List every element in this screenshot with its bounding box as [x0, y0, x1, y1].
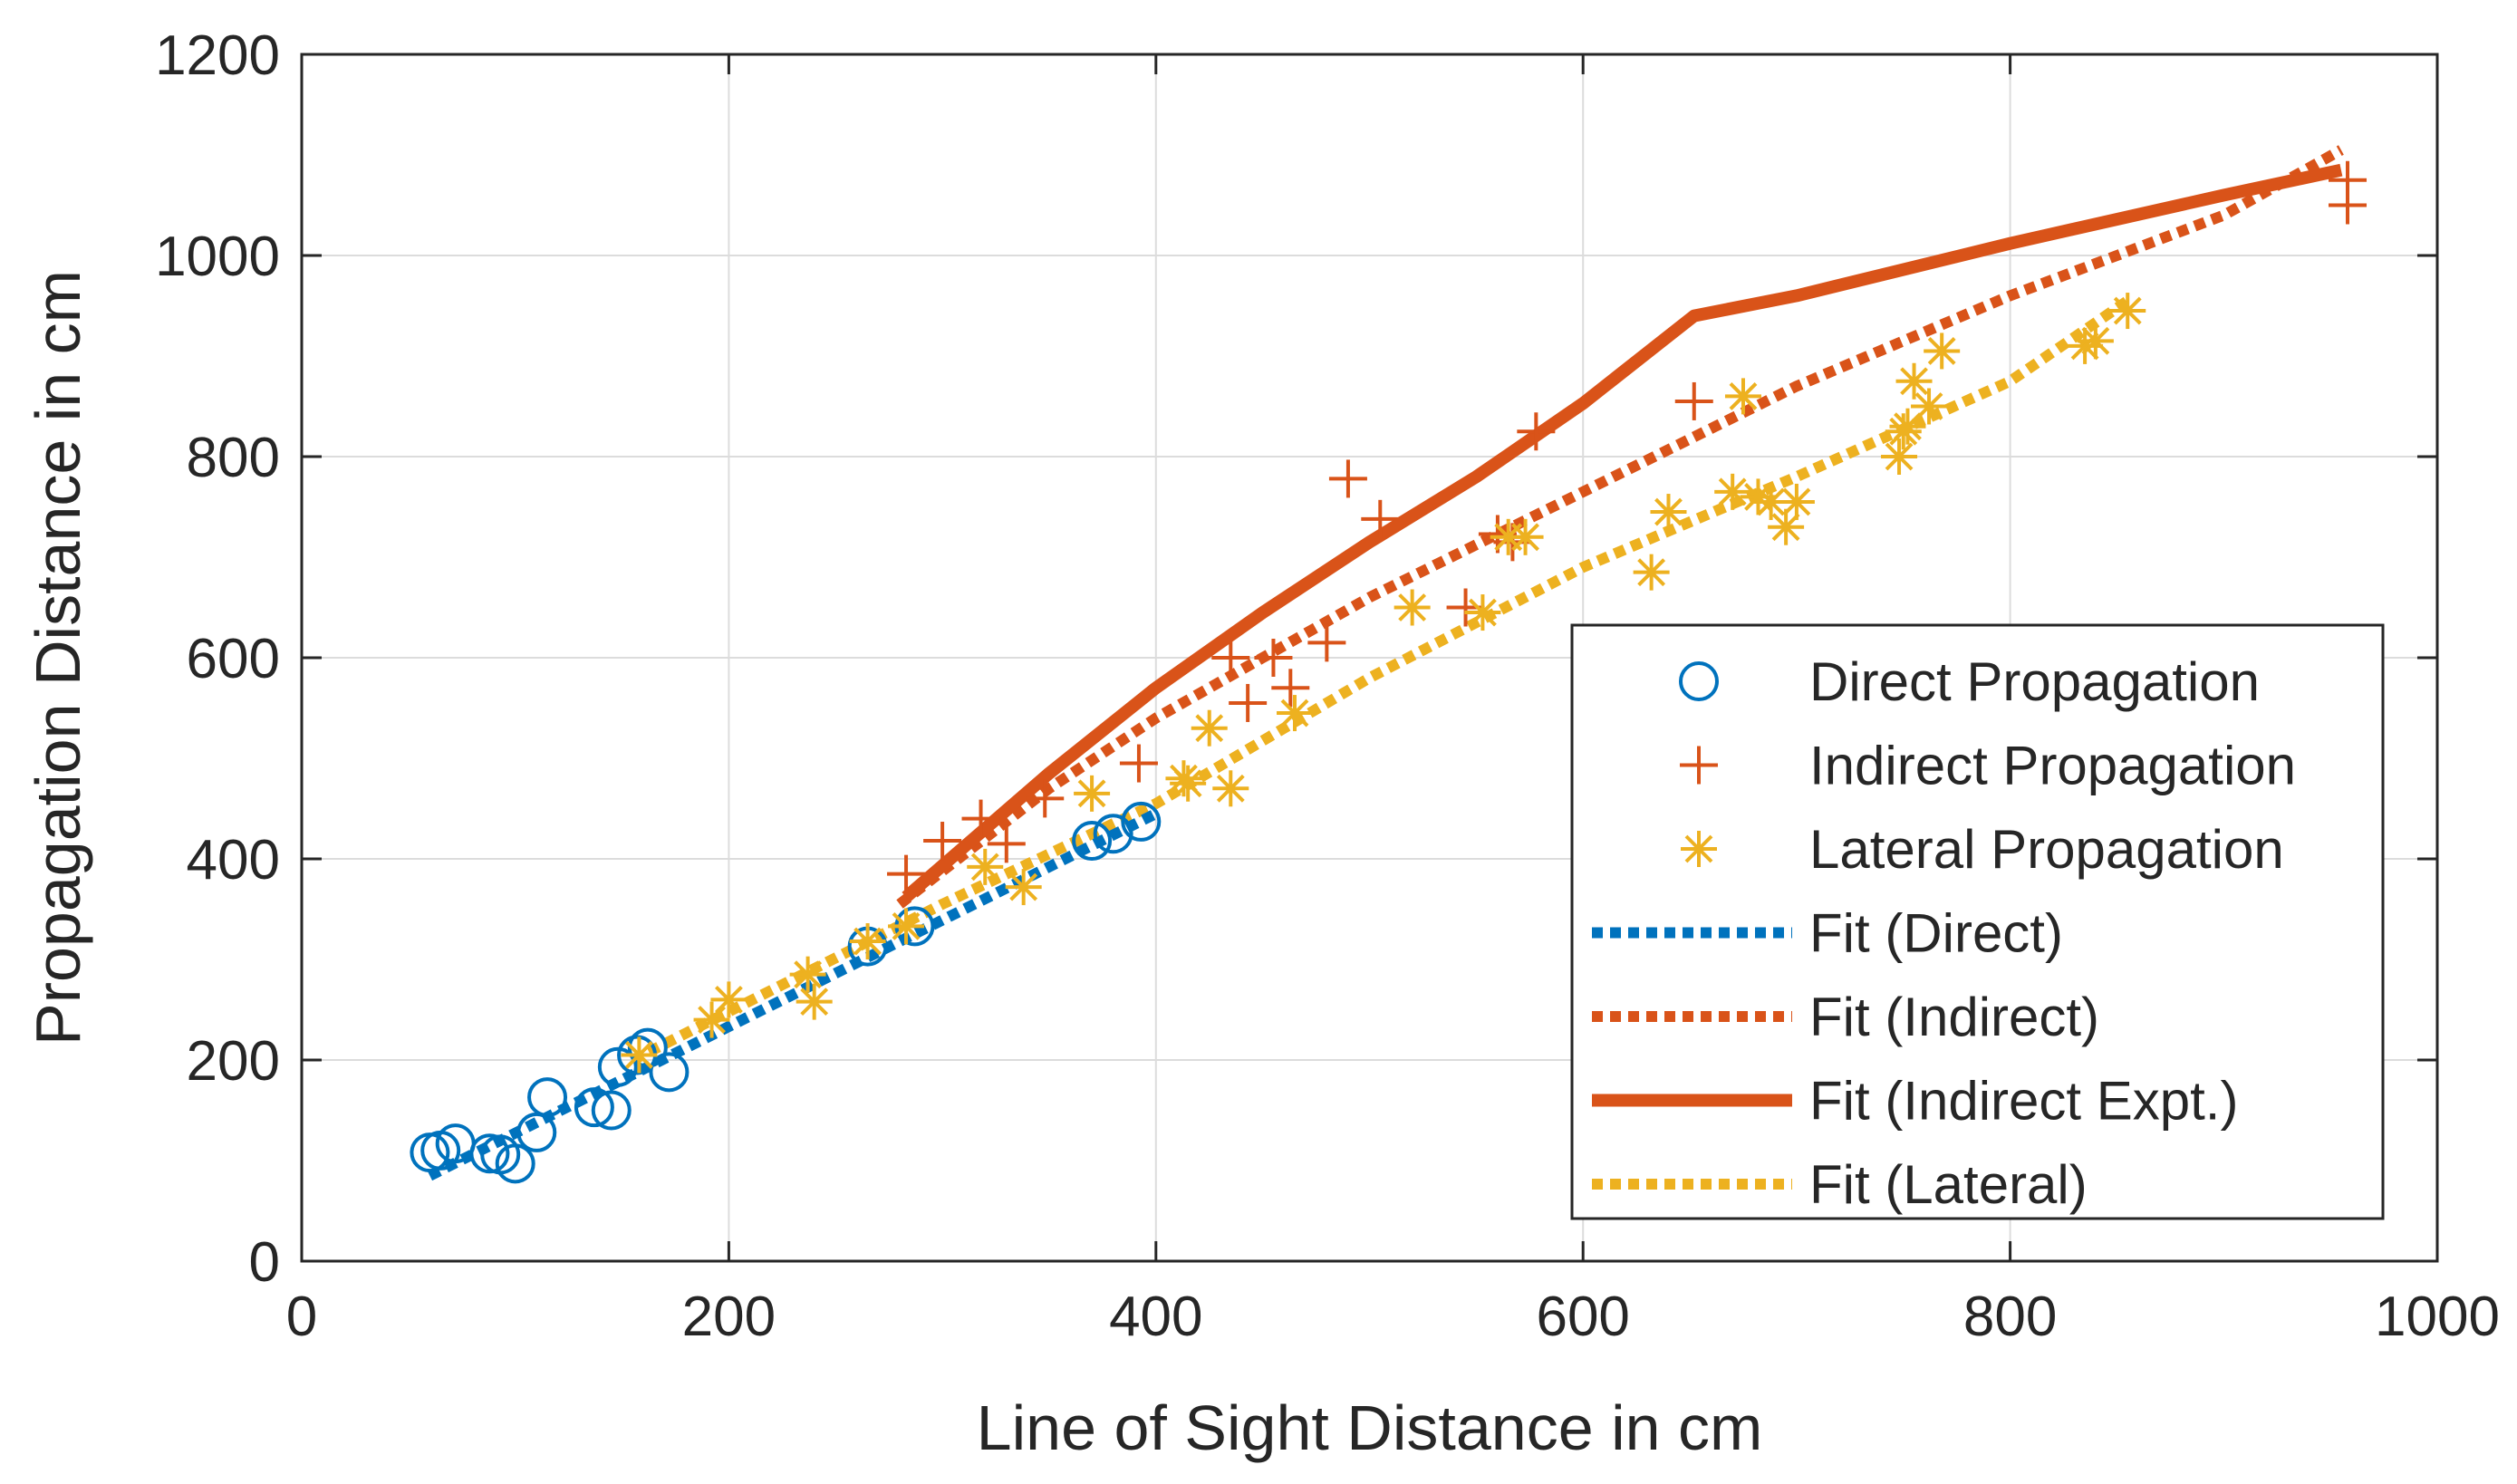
legend-label-indirect: Indirect Propagation	[1809, 736, 2296, 796]
plot-series	[410, 145, 2368, 1184]
indirect-point-9	[1271, 669, 1310, 708]
indirect-point-5	[1119, 744, 1158, 783]
lateral-point-0	[621, 1036, 658, 1074]
indirect-point-12	[1361, 499, 1400, 538]
lateral-point-13	[1212, 770, 1249, 807]
indirect-point-16	[1517, 412, 1556, 451]
x-tick-label-1: 200	[682, 1286, 776, 1348]
lateral-point-1	[693, 1001, 730, 1038]
lateral-point-18	[1507, 518, 1544, 555]
lateral-point-16	[1464, 594, 1501, 631]
lateral-point-21	[1714, 473, 1751, 510]
indirect-point-1	[923, 822, 962, 861]
series-line-fit-indirect	[896, 145, 2344, 909]
y-tick-label-0: 0	[249, 1231, 280, 1294]
direct-point-5	[495, 1143, 535, 1184]
lateral-point-11	[1170, 765, 1207, 802]
legend-item-lateral: Lateral Propagation	[1681, 819, 2284, 880]
lateral-point-5	[849, 923, 886, 960]
x-tick-label-3: 600	[1536, 1286, 1629, 1348]
y-tick-label-1: 200	[187, 1030, 280, 1093]
lateral-point-34	[2077, 323, 2114, 360]
legend-item-fit-indirect: Fit (Indirect)	[1592, 987, 2099, 1047]
series-lateral-points	[621, 293, 2146, 1074]
lateral-point-22	[1724, 378, 1761, 415]
y-tick-label-4: 800	[187, 427, 280, 489]
direct-point-10	[597, 1046, 638, 1087]
direct-point-13	[649, 1052, 690, 1093]
lateral-point-30	[1895, 362, 1933, 400]
lateral-point-7	[967, 848, 1004, 885]
direct-point-18	[1121, 801, 1162, 842]
lateral-point-19	[1633, 554, 1670, 591]
legend-item-indirect: Indirect Propagation	[1680, 736, 2296, 796]
legend-swatch-indirect	[1680, 746, 1718, 785]
direct-point-8	[574, 1087, 614, 1128]
indirect-point-8	[1254, 639, 1293, 677]
indirect-point-4	[1026, 779, 1065, 818]
legend-swatch-lateral	[1681, 831, 1717, 867]
indirect-point-17	[1674, 381, 1713, 420]
legend-label-fit-direct: Fit (Direct)	[1809, 903, 2063, 964]
indirect-point-0	[887, 854, 926, 893]
y-tick-label-6: 1200	[155, 24, 280, 87]
lateral-point-12	[1191, 709, 1228, 747]
x-tick-label-5: 1000	[2375, 1286, 2500, 1348]
lateral-point-32	[1924, 332, 1961, 370]
direct-point-7	[527, 1077, 568, 1118]
axis-ticks: 0 200 400 600 800 1000 0 200 400 600 800 1000 1200	[155, 24, 2500, 1348]
x-tick-label-4: 800	[1963, 1286, 2057, 1348]
legend-label-direct: Direct Propagation	[1809, 651, 2260, 712]
lateral-point-6	[888, 908, 925, 945]
y-axis-label: Propagation Distance in cm	[23, 270, 93, 1046]
y-tick-label-2: 400	[187, 829, 280, 891]
indirect-point-10	[1307, 623, 1346, 662]
lateral-point-4	[796, 983, 833, 1020]
x-tick-label-2: 400	[1109, 1286, 1202, 1348]
lateral-point-9	[1074, 775, 1111, 812]
lateral-point-2	[710, 981, 747, 1018]
indirect-point-19	[2329, 160, 2368, 199]
indirect-point-7	[1229, 683, 1268, 722]
direct-point-9	[591, 1090, 632, 1131]
indirect-point-3	[987, 824, 1026, 863]
legend-item-fit-indirect-expt: Fit (Indirect Expt.)	[1592, 1071, 2238, 1132]
legend: Direct Propagation Indirect Propagation La…	[1570, 623, 2385, 1220]
direct-point-3	[469, 1133, 510, 1174]
legend-box	[1570, 623, 2385, 1220]
direct-point-6	[516, 1112, 557, 1152]
lateral-point-31	[1911, 388, 1948, 425]
direct-point-16	[1072, 821, 1113, 862]
lateral-point-27	[1881, 438, 1918, 475]
lateral-point-8	[1005, 869, 1042, 906]
lateral-point-26	[1778, 483, 1815, 520]
legend-label-fit-indirect: Fit (Indirect)	[1809, 987, 2099, 1047]
legend-label-fit-indirect-expt: Fit (Indirect Expt.)	[1809, 1071, 2238, 1132]
legend-item-fit-lateral: Fit (Lateral)	[1592, 1154, 2088, 1215]
series-line-fit-lateral	[630, 296, 2131, 1065]
y-tick-label-3: 600	[187, 628, 280, 690]
direct-point-17	[1093, 814, 1133, 854]
lateral-point-20	[1650, 494, 1687, 531]
lateral-point-24	[1752, 483, 1789, 520]
lateral-point-14	[1277, 695, 1314, 732]
legend-item-direct: Direct Propagation	[1679, 651, 2260, 712]
x-tick-label-0: 0	[286, 1286, 317, 1348]
legend-item-fit-direct: Fit (Direct)	[1592, 903, 2063, 964]
legend-label-lateral: Lateral Propagation	[1809, 819, 2284, 880]
indirect-point-2	[961, 799, 1000, 838]
legend-label-fit-lateral: Fit (Lateral)	[1809, 1154, 2088, 1215]
lateral-point-3	[789, 956, 826, 993]
lateral-point-35	[2109, 293, 2146, 330]
x-axis-label: Line of Sight Distance in cm	[977, 1392, 1763, 1463]
indirect-point-11	[1328, 459, 1367, 498]
indirect-point-6	[1211, 639, 1250, 677]
legend-swatch-direct	[1679, 661, 1719, 701]
lateral-point-15	[1394, 589, 1431, 626]
y-tick-label-5: 1000	[155, 226, 280, 288]
lateral-point-33	[2067, 327, 2104, 364]
series-line-fit-indirect-expt	[902, 163, 2343, 902]
